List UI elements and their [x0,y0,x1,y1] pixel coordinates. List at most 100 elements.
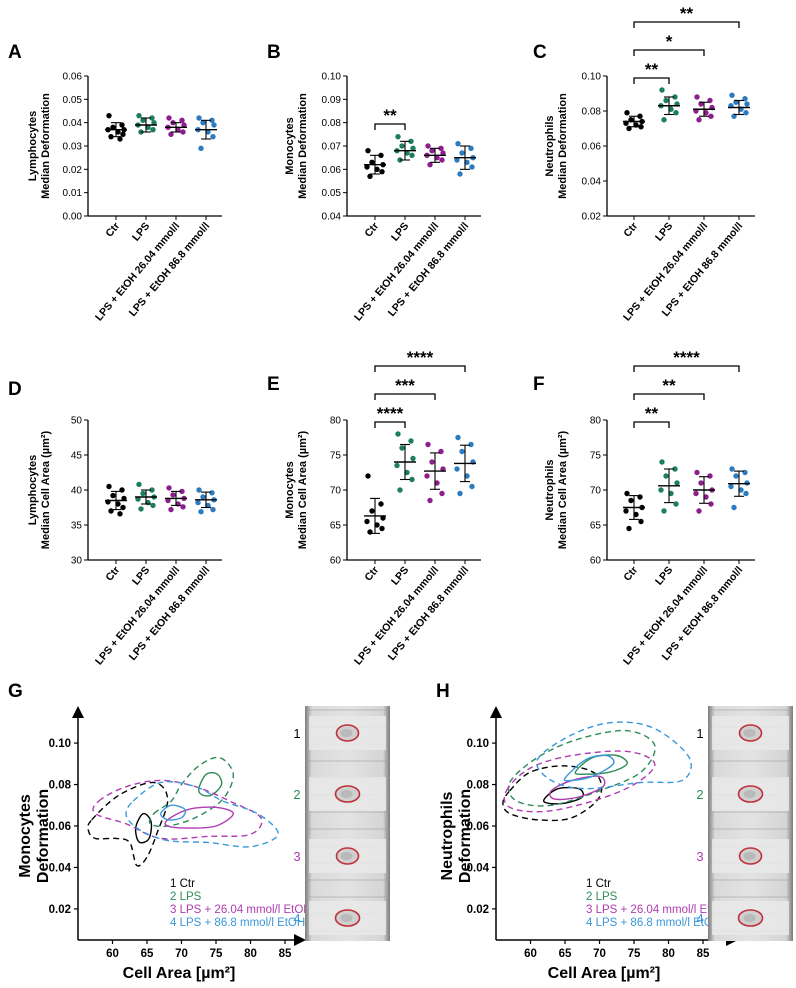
data-point [429,459,435,465]
legend-entry: 4 LPS + 86.8 mmol/l EtOH [586,917,721,929]
data-point [623,508,629,514]
y-axis-label: Lymphocytes Median Cell Area (µm²) [27,430,52,549]
legend-entry: 3 LPS + 26.04 mmol/l EtOH [586,904,728,916]
data-point [673,110,679,116]
panel-label: E [267,374,280,395]
panel-label: A [8,42,22,63]
x-category-label: LPS [653,220,675,243]
legend-entry: 2 LPS [170,891,202,903]
y-axis-label-line2: Median Cell Area (µm²) [297,430,309,549]
cell-image-strip [708,706,793,941]
data-point [672,94,678,100]
y-axis-label-line1: Neutrophils [544,115,556,176]
data-point [663,473,669,479]
data-point [394,462,400,469]
data-point [661,117,667,123]
significance-label: ** [645,404,659,423]
x-category-label: Ctr [362,220,381,239]
data-point [179,117,185,124]
y-axis-label: Neutrophils Median Cell Area (µm²) [544,430,569,549]
panel-h: H 0.02 0.04 0.06 0.08 0.10 60 65 70 75 80 85 Cell Ar… [436,681,793,982]
data-point [638,518,644,525]
x-tick-label: 85 [279,948,292,960]
cell-body [340,852,353,860]
significance-bracket [633,393,705,400]
data-point [455,434,461,441]
data-point [731,504,737,511]
strip-label: 3 [293,849,300,864]
y-axis-label-line1: Monocytes [284,117,296,174]
panel-d: D 30 35 40 45 50 Lymphocytes Median Cell Area (… [8,379,222,667]
y-axis-label-line1: Lymphocytes [27,455,39,526]
y-tick-label: 0.04 [49,862,72,874]
x-category-label: LPS [653,564,675,587]
y-tick-label: 35 [71,521,83,532]
data-point [633,511,639,518]
x-axis-label: Cell Area [µm²] [123,965,236,982]
data-point [429,147,435,154]
y-tick-label: 50 [71,416,83,427]
y-tick-label: 70 [590,486,602,497]
data-point [696,508,702,514]
contour-inner-lps-etoh-26-04 [164,806,235,829]
data-point [145,124,151,131]
category-label-text: Ctr [621,564,640,583]
data-point [459,448,465,455]
data-point [364,518,370,525]
data-point [106,483,112,490]
panel-label: C [533,42,547,63]
x-category-label: Ctr [362,564,381,583]
significance-bracket [374,393,436,400]
strip-label: 4 [293,911,300,926]
data-point [395,133,401,140]
panel-e: E 60 65 70 75 80 Monocytes Median Cell Area (µm… [267,348,481,667]
data-point [624,110,630,116]
strip-label: 2 [293,787,300,802]
data-point [180,129,186,135]
y-tick-label: 40 [71,486,83,497]
data-point [439,157,445,163]
data-point [468,145,474,152]
data-point [168,131,174,138]
data-point [149,487,155,493]
y-tick-label: 80 [590,416,602,427]
contour-inner-ctr [134,812,153,844]
contour-outer-lps-etoh-86-8 [535,721,692,790]
y-tick-label: 80 [330,416,342,427]
x-tick-label: 80 [662,948,675,960]
data-point [170,492,176,498]
y-tick-label: 60 [330,556,342,567]
y-tick-label: 0.08 [322,118,342,129]
y-tick-label: 0.05 [322,188,342,199]
x-tick-label: 65 [559,948,572,960]
data-point [205,129,211,135]
data-point [425,441,431,448]
data-point [728,483,734,490]
strip-label: 1 [696,726,703,741]
data-point [369,159,375,166]
significance-label: ** [645,60,659,79]
data-point [136,481,142,488]
significance-label: * [666,32,673,51]
y-tick-label: 0.02 [63,165,83,176]
data-point [210,133,216,140]
significance-label: ** [383,106,397,125]
panel-label: D [8,379,22,400]
data-point [367,173,373,180]
data-point [696,117,702,123]
data-point [661,508,667,514]
data-point [459,150,465,156]
category-label-text: Ctr [621,220,640,239]
significance-label: **** [673,348,700,367]
y-axis-label: Neutrophils Median Deformation [544,93,569,199]
strip-label: 4 [696,911,703,926]
panel-label: H [436,681,450,702]
panel-label: B [267,42,281,63]
y-axis-label-line2: Median Deformation [297,93,309,199]
cell-body [743,914,756,922]
data-point [410,145,416,152]
data-point [707,473,713,479]
y-axis-label-line2: Median Deformation [40,93,52,199]
y-tick-label: 70 [330,486,342,497]
